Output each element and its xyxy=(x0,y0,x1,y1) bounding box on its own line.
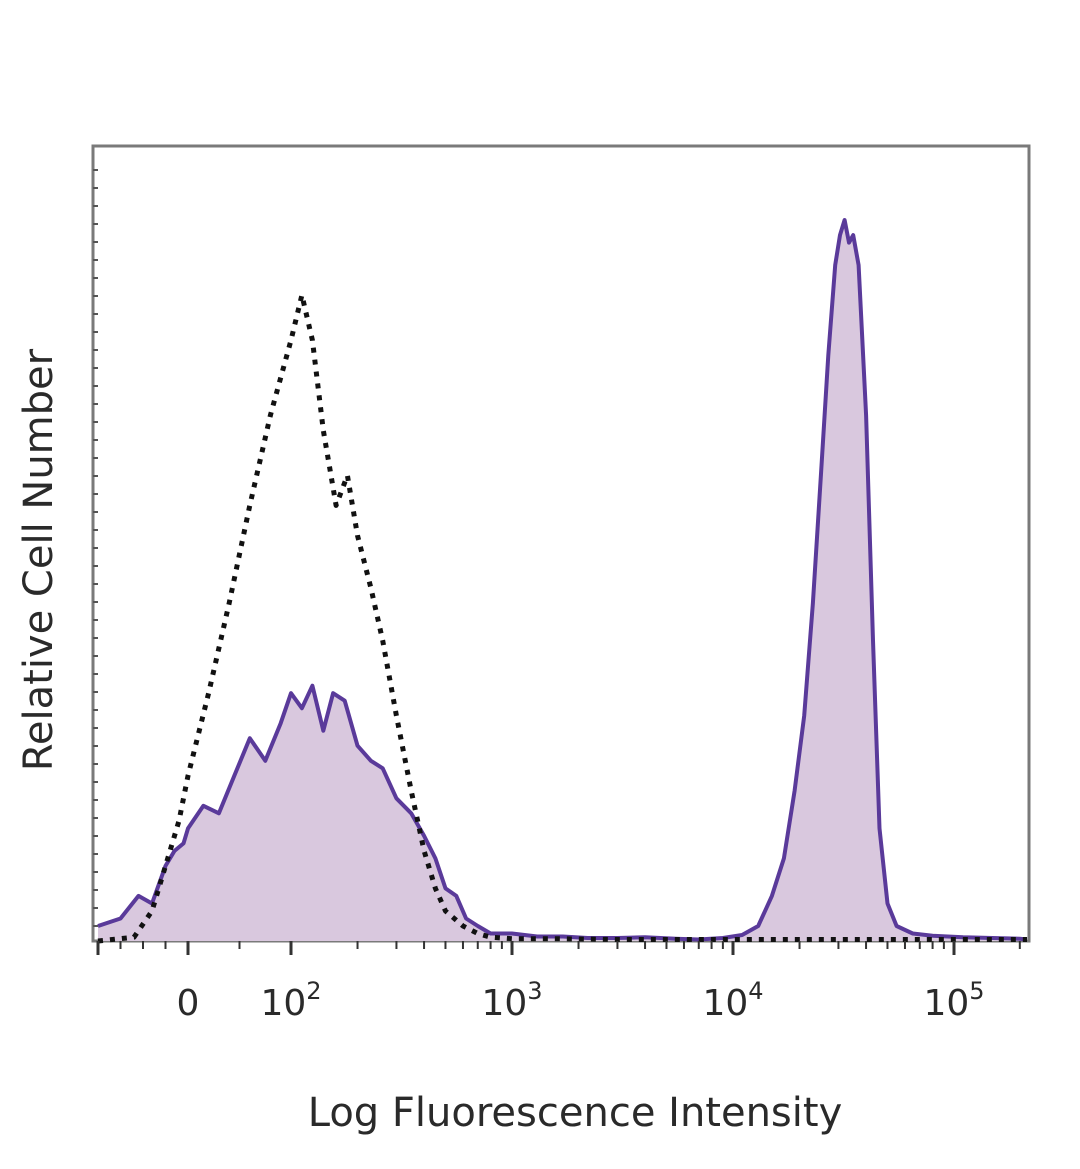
x-axis: 0 102 103 104 105 xyxy=(96,941,1021,1024)
series-1-line xyxy=(97,292,1027,944)
x-tick-label: 105 xyxy=(923,977,984,1024)
y-axis-minor-ticks xyxy=(93,169,98,927)
x-axis-title: Log Fluorescence Intensity xyxy=(308,1090,843,1136)
x-tick-label: 0 xyxy=(177,983,200,1024)
x-tick-label: 103 xyxy=(481,977,542,1024)
x-tick-label: 104 xyxy=(702,977,763,1024)
series-0-line xyxy=(97,218,1028,942)
y-axis-title: Relative Cell Number xyxy=(16,348,62,771)
series-0-fill xyxy=(98,220,1027,941)
series-layer xyxy=(97,218,1028,944)
x-tick-label: 102 xyxy=(260,977,321,1024)
